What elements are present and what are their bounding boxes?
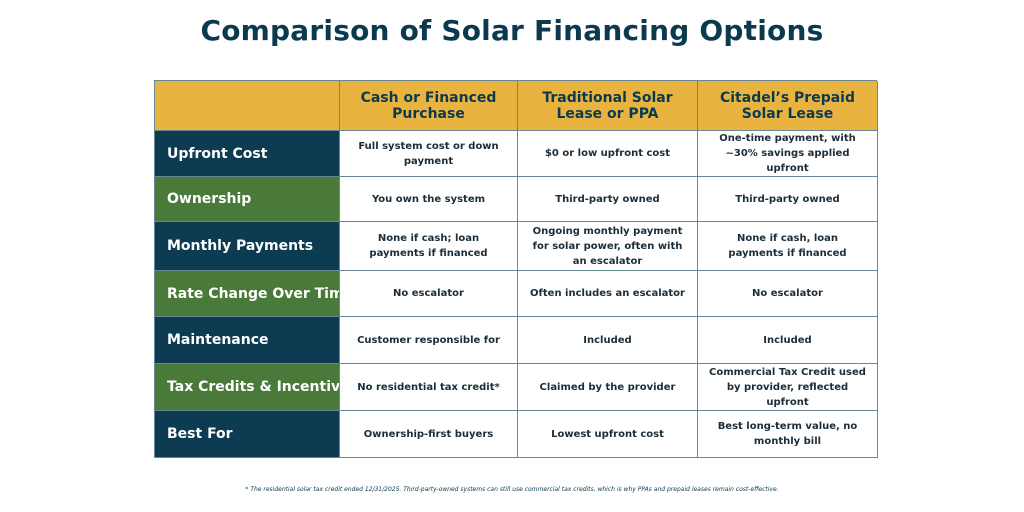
table-cell: Ownership-first buyers [340, 411, 518, 458]
page-title: Comparison of Solar Financing Options [200, 14, 824, 47]
comparison-table: Cash or Financed Purchase Traditional So… [154, 80, 878, 458]
table-cell: No residential tax credit* [340, 364, 518, 411]
table-cell: No escalator [698, 271, 878, 317]
column-header-lease-ppa: Traditional Solar Lease or PPA [518, 81, 698, 131]
table-cell: Commercial Tax Credit used by provider, … [698, 364, 878, 411]
table-cell: Ongoing monthly payment for solar power,… [518, 222, 698, 271]
row-label-monthly-payments: Monthly Payments [155, 222, 340, 271]
table-cell: Full system cost or down payment [340, 131, 518, 177]
table-cell: You own the system [340, 177, 518, 222]
table-cell: None if cash, loan payments if financed [698, 222, 878, 271]
table-cell: Included [518, 317, 698, 364]
column-header-cash: Cash or Financed Purchase [340, 81, 518, 131]
table-corner-cell [155, 81, 340, 131]
table-cell: Often includes an escalator [518, 271, 698, 317]
table-cell: Included [698, 317, 878, 364]
table-cell: Third-party owned [698, 177, 878, 222]
row-label-maintenance: Maintenance [155, 317, 340, 364]
table-cell: Lowest upfront cost [518, 411, 698, 458]
table-cell: Customer responsible for [340, 317, 518, 364]
row-label-upfront-cost: Upfront Cost [155, 131, 340, 177]
table-cell: No escalator [340, 271, 518, 317]
footnote: * The residential solar tax credit ended… [245, 486, 779, 493]
table-cell: $0 or low upfront cost [518, 131, 698, 177]
row-label-tax-credits: Tax Credits & Incentives [155, 364, 340, 411]
row-label-ownership: Ownership [155, 177, 340, 222]
table-cell: None if cash; loan payments if financed [340, 222, 518, 271]
column-header-prepaid-lease: Citadel’s Prepaid Solar Lease [698, 81, 878, 131]
table-cell: Third-party owned [518, 177, 698, 222]
table-cell: Best long-term value, no monthly bill [698, 411, 878, 458]
row-label-rate-change: Rate Change Over Time [155, 271, 340, 317]
table-cell: Claimed by the provider [518, 364, 698, 411]
row-label-best-for: Best For [155, 411, 340, 458]
table-cell: One-time payment, with ~30% savings appl… [698, 131, 878, 177]
